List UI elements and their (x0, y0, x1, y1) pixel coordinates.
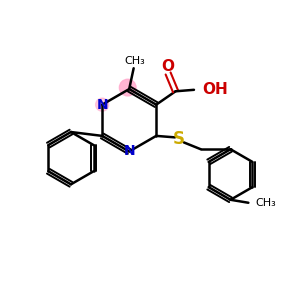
Text: O: O (162, 59, 175, 74)
Text: N: N (123, 145, 135, 158)
Text: N: N (96, 98, 108, 112)
Text: CH₃: CH₃ (125, 56, 146, 66)
Circle shape (119, 79, 136, 96)
Circle shape (96, 98, 109, 111)
Text: OH: OH (202, 82, 228, 97)
Text: CH₃: CH₃ (256, 198, 277, 208)
Text: S: S (172, 130, 184, 148)
